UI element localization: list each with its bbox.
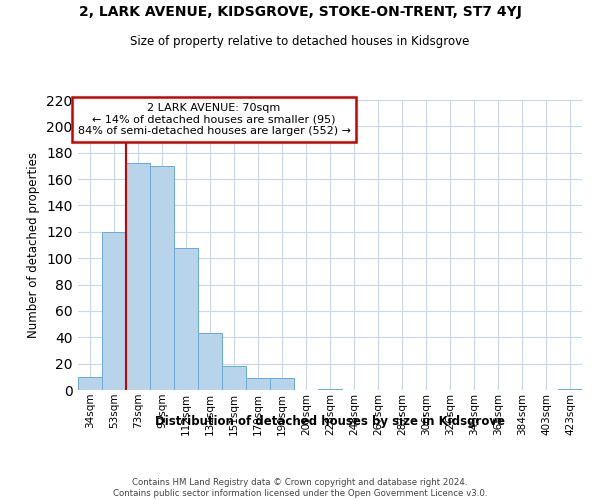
Bar <box>126 164 150 390</box>
Bar <box>222 366 246 390</box>
Bar <box>102 232 126 390</box>
Bar <box>558 388 582 390</box>
Bar <box>246 378 270 390</box>
Y-axis label: Number of detached properties: Number of detached properties <box>28 152 40 338</box>
Text: 2, LARK AVENUE, KIDSGROVE, STOKE-ON-TRENT, ST7 4YJ: 2, LARK AVENUE, KIDSGROVE, STOKE-ON-TREN… <box>79 5 521 19</box>
Bar <box>198 334 222 390</box>
Text: 2 LARK AVENUE: 70sqm
← 14% of detached houses are smaller (95)
84% of semi-detac: 2 LARK AVENUE: 70sqm ← 14% of detached h… <box>77 103 350 136</box>
Bar <box>318 388 342 390</box>
Bar <box>78 377 102 390</box>
Text: Size of property relative to detached houses in Kidsgrove: Size of property relative to detached ho… <box>130 35 470 48</box>
Text: Distribution of detached houses by size in Kidsgrove: Distribution of detached houses by size … <box>155 415 505 428</box>
Bar <box>270 378 294 390</box>
Bar <box>150 166 174 390</box>
Text: Contains HM Land Registry data © Crown copyright and database right 2024.
Contai: Contains HM Land Registry data © Crown c… <box>113 478 487 498</box>
Bar <box>174 248 198 390</box>
